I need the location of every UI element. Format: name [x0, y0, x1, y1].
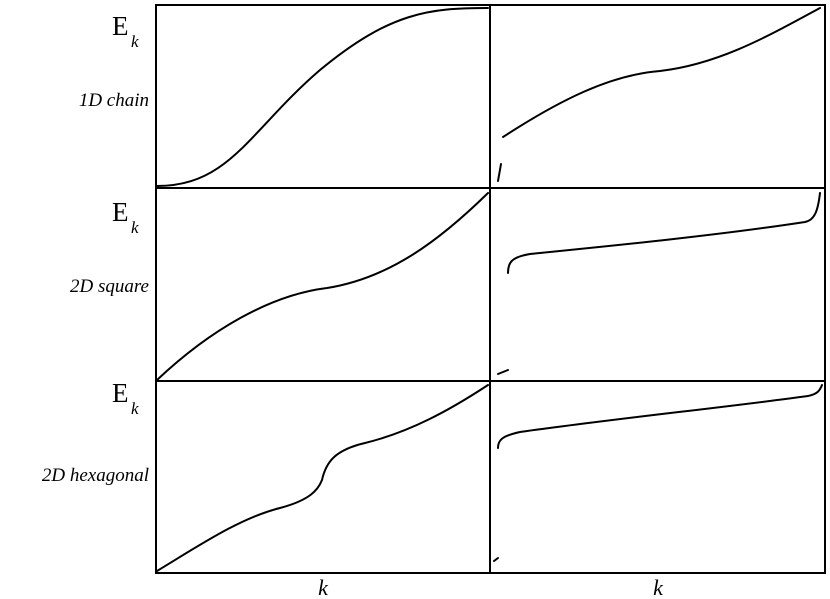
row-label: 1D chain	[79, 90, 149, 111]
energy-label: E	[112, 378, 129, 408]
energy-label: E	[112, 11, 129, 41]
curve	[497, 163, 502, 182]
energy-subscript: k	[131, 218, 139, 237]
curve	[502, 7, 821, 138]
curve	[497, 369, 509, 375]
x-label: k	[653, 575, 664, 599]
curve	[156, 384, 489, 572]
x-label: k	[318, 575, 329, 599]
energy-subscript: k	[131, 32, 139, 51]
curve	[497, 384, 823, 449]
curve	[156, 192, 489, 381]
row-label: 2D hexagonal	[42, 465, 149, 486]
curve	[493, 557, 499, 562]
energy-label: E	[112, 197, 129, 227]
row-label: 2D square	[70, 276, 149, 297]
energy-subscript: k	[131, 399, 139, 418]
curve	[507, 192, 821, 274]
curve	[156, 7, 489, 187]
